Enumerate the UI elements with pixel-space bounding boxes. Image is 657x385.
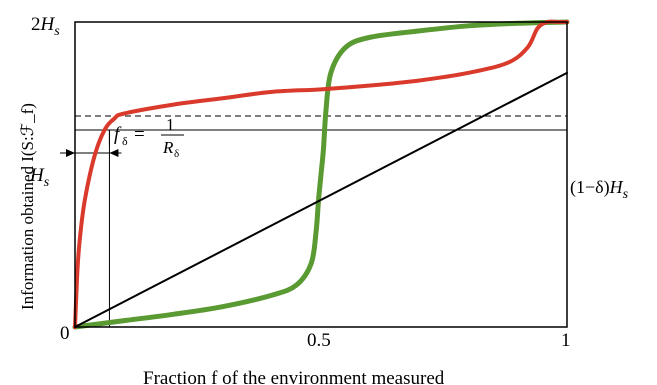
f-delta-den-letter: R (162, 138, 174, 157)
y-tick-2hs-sub: s (54, 24, 60, 39)
y-axis-title: Information obtained I(S:ℱ_f) (18, 103, 37, 310)
ref-label-sub: s (623, 187, 629, 202)
y-tick-0: 0 (60, 323, 70, 344)
y-tick-hs: Hs (29, 165, 50, 190)
ref-label-main: H (609, 177, 624, 197)
f-delta-sub: δ (122, 134, 128, 148)
x-tick-1: 1 (561, 330, 571, 351)
x-axis-title: Fraction f of the environment measured (143, 368, 445, 385)
y-tick-2hs: 2Hs (31, 14, 60, 39)
y-tick-2hs-main: H (40, 14, 56, 35)
f-delta-letter: f (114, 124, 122, 145)
f-delta-eq: = (134, 124, 145, 145)
f-delta-arrowhead-left (66, 149, 75, 157)
x-tick-0.5: 0.5 (307, 330, 331, 351)
series-green-curve (72, 19, 570, 330)
f-delta-numerator: 1 (166, 115, 175, 134)
series-diagonal-line (74, 71, 568, 328)
ref-label-prefix: (1−δ) (570, 177, 610, 198)
series-layer (72, 19, 570, 330)
y-tick-hs-sub: s (44, 175, 50, 190)
y-tick-2hs-coef: 2 (31, 14, 41, 35)
f-delta-den-sub: δ (174, 148, 179, 160)
y-tick-hs-main: H (29, 165, 45, 186)
plot-frame (74, 21, 568, 328)
f-delta-arrowhead-right (109, 149, 119, 157)
series-red-curve (73, 19, 569, 329)
ref-label-one-minus-delta: (1−δ)Hs (570, 177, 629, 202)
f-delta-annotation: f δ = 1 R δ (114, 115, 184, 160)
